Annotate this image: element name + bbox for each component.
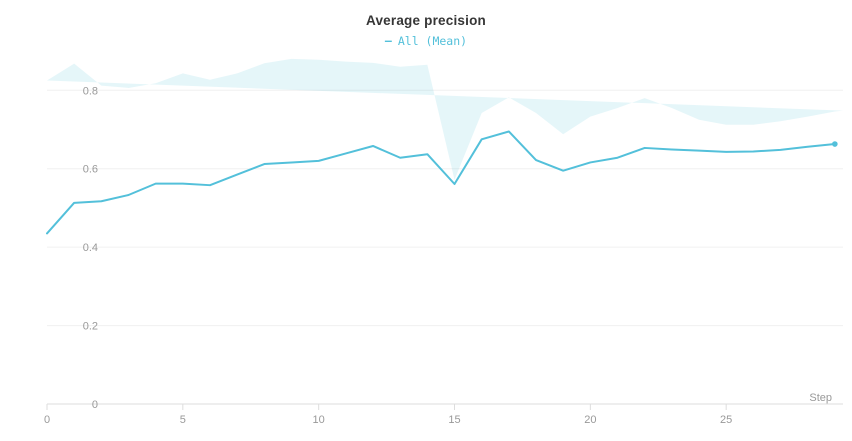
legend-label: All (Mean): [397, 34, 468, 48]
x-axis-title: Step: [809, 392, 832, 404]
chart-title: Average precision: [366, 13, 486, 28]
x-tick-label: 0: [44, 414, 50, 426]
x-tick-label: 5: [180, 414, 186, 426]
chart-legend[interactable]: — All (Mean): [0, 33, 852, 49]
x-tick-label: 25: [720, 414, 732, 426]
x-tick-label: 20: [584, 414, 596, 426]
x-tick-label: 15: [448, 414, 460, 426]
line-dash-icon: —: [384, 33, 392, 48]
y-tick-label: 0: [92, 399, 98, 411]
confidence-band: [47, 58, 843, 180]
y-tick-label: 0.2: [83, 321, 98, 333]
y-tick-label: 0.4: [83, 242, 98, 254]
y-tick-label: 0.6: [83, 164, 98, 176]
x-axis: 0 5 10 15 20 25 Step: [44, 392, 843, 426]
x-tick-label: 10: [313, 414, 325, 426]
last-point-marker[interactable]: [832, 141, 838, 147]
mean-line[interactable]: [46, 130, 836, 235]
gridlines: [47, 89, 843, 327]
y-axis: 0 0.2 0.4 0.6 0.8: [83, 85, 98, 411]
y-tick-label: 0.8: [83, 85, 98, 97]
